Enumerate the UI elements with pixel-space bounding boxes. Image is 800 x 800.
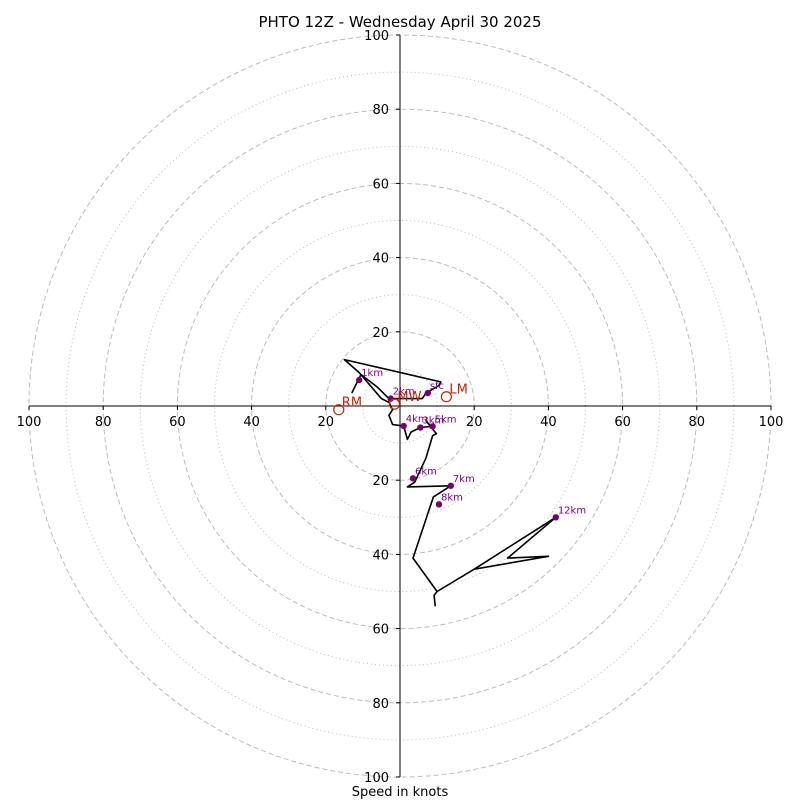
- height-marker-7km: 7km: [447, 474, 475, 489]
- storm-motion-label: LM: [449, 383, 467, 398]
- height-marker-label: 6km: [415, 466, 437, 477]
- chart-title: PHTO 12Z - Wednesday April 30 2025: [258, 13, 541, 31]
- y-tick-label: 20: [372, 326, 389, 341]
- height-marker-dot: [429, 423, 436, 430]
- x-tick-label: 100: [759, 415, 784, 430]
- y-tick-label: 80: [372, 103, 389, 118]
- x-tick-label: 20: [466, 415, 483, 430]
- x-tick-label: 80: [689, 415, 706, 430]
- height-marker-label: 12km: [558, 505, 586, 516]
- height-marker-1km: 1km: [355, 368, 383, 384]
- x-tick-label: 60: [169, 415, 186, 430]
- height-marker-dot: [409, 475, 417, 482]
- height-marker-label: 5km: [435, 414, 457, 425]
- x-tick-label: 40: [540, 415, 557, 430]
- hodograph-trace-group: [343, 358, 557, 607]
- storm-motion-mw: MW: [388, 390, 422, 410]
- height-marker-label: 3km: [422, 416, 444, 427]
- y-tick-label: 40: [372, 252, 389, 267]
- height-marker-label: 8km: [441, 492, 463, 503]
- hodograph-trace: [343, 358, 557, 607]
- storm-motion-circle: [388, 398, 401, 410]
- y-tick-label: 100: [364, 771, 389, 786]
- storm-motion-rm: RM: [333, 396, 362, 416]
- storm-motion-lm: LM: [440, 383, 468, 403]
- height-marker-4km: 4km: [400, 414, 428, 430]
- height-marker-dot: [435, 501, 443, 508]
- height-marker-3km: 3km: [417, 416, 444, 431]
- height-marker-label: 4km: [406, 414, 428, 425]
- y-tick-label: 60: [372, 177, 389, 192]
- height-marker-label: 7km: [453, 474, 475, 485]
- y-tick-label: 100: [364, 29, 389, 44]
- height-marker-12km: 12km: [552, 505, 586, 521]
- height-marker-dot: [355, 376, 363, 384]
- y-tick-label: 20: [372, 474, 389, 489]
- height-marker-dot: [417, 424, 424, 431]
- x-axis-label: Speed in knots: [352, 785, 449, 800]
- y-tick-label: 80: [372, 697, 389, 712]
- height-marker-6km: 6km: [409, 466, 437, 482]
- x-tick-label: 60: [614, 415, 631, 430]
- x-tick-label: 40: [243, 415, 260, 430]
- x-tick-label: 80: [95, 415, 112, 430]
- height-marker-dot: [552, 514, 560, 521]
- height-marker-dot: [447, 482, 455, 489]
- storm-motion-markers: RM MW LM: [333, 383, 468, 416]
- height-marker-label: 1km: [361, 368, 383, 379]
- storm-motion-label: RM: [342, 396, 362, 411]
- height-marker-sfc: sfc: [424, 381, 444, 397]
- height-marker-dot: [424, 389, 432, 397]
- y-tick-label: 40: [372, 548, 389, 563]
- storm-motion-circle: [333, 404, 345, 416]
- tick-labels: 100 80 60 40 20 20 40 60 80 100 100 80 60 40 20 20 40 60 8…: [17, 29, 784, 786]
- x-tick-label: 100: [17, 415, 42, 430]
- height-marker-label: sfc: [430, 381, 444, 392]
- storm-motion-label: MW: [397, 390, 421, 405]
- height-marker-label: 2km: [393, 387, 415, 398]
- height-marker-8km: 8km: [435, 492, 463, 508]
- y-tick-label: 60: [372, 623, 389, 638]
- height-marker-dot: [400, 422, 407, 430]
- height-marker-5km: 5km: [429, 414, 457, 430]
- storm-motion-circle: [440, 391, 452, 403]
- x-tick-label: 20: [318, 415, 335, 430]
